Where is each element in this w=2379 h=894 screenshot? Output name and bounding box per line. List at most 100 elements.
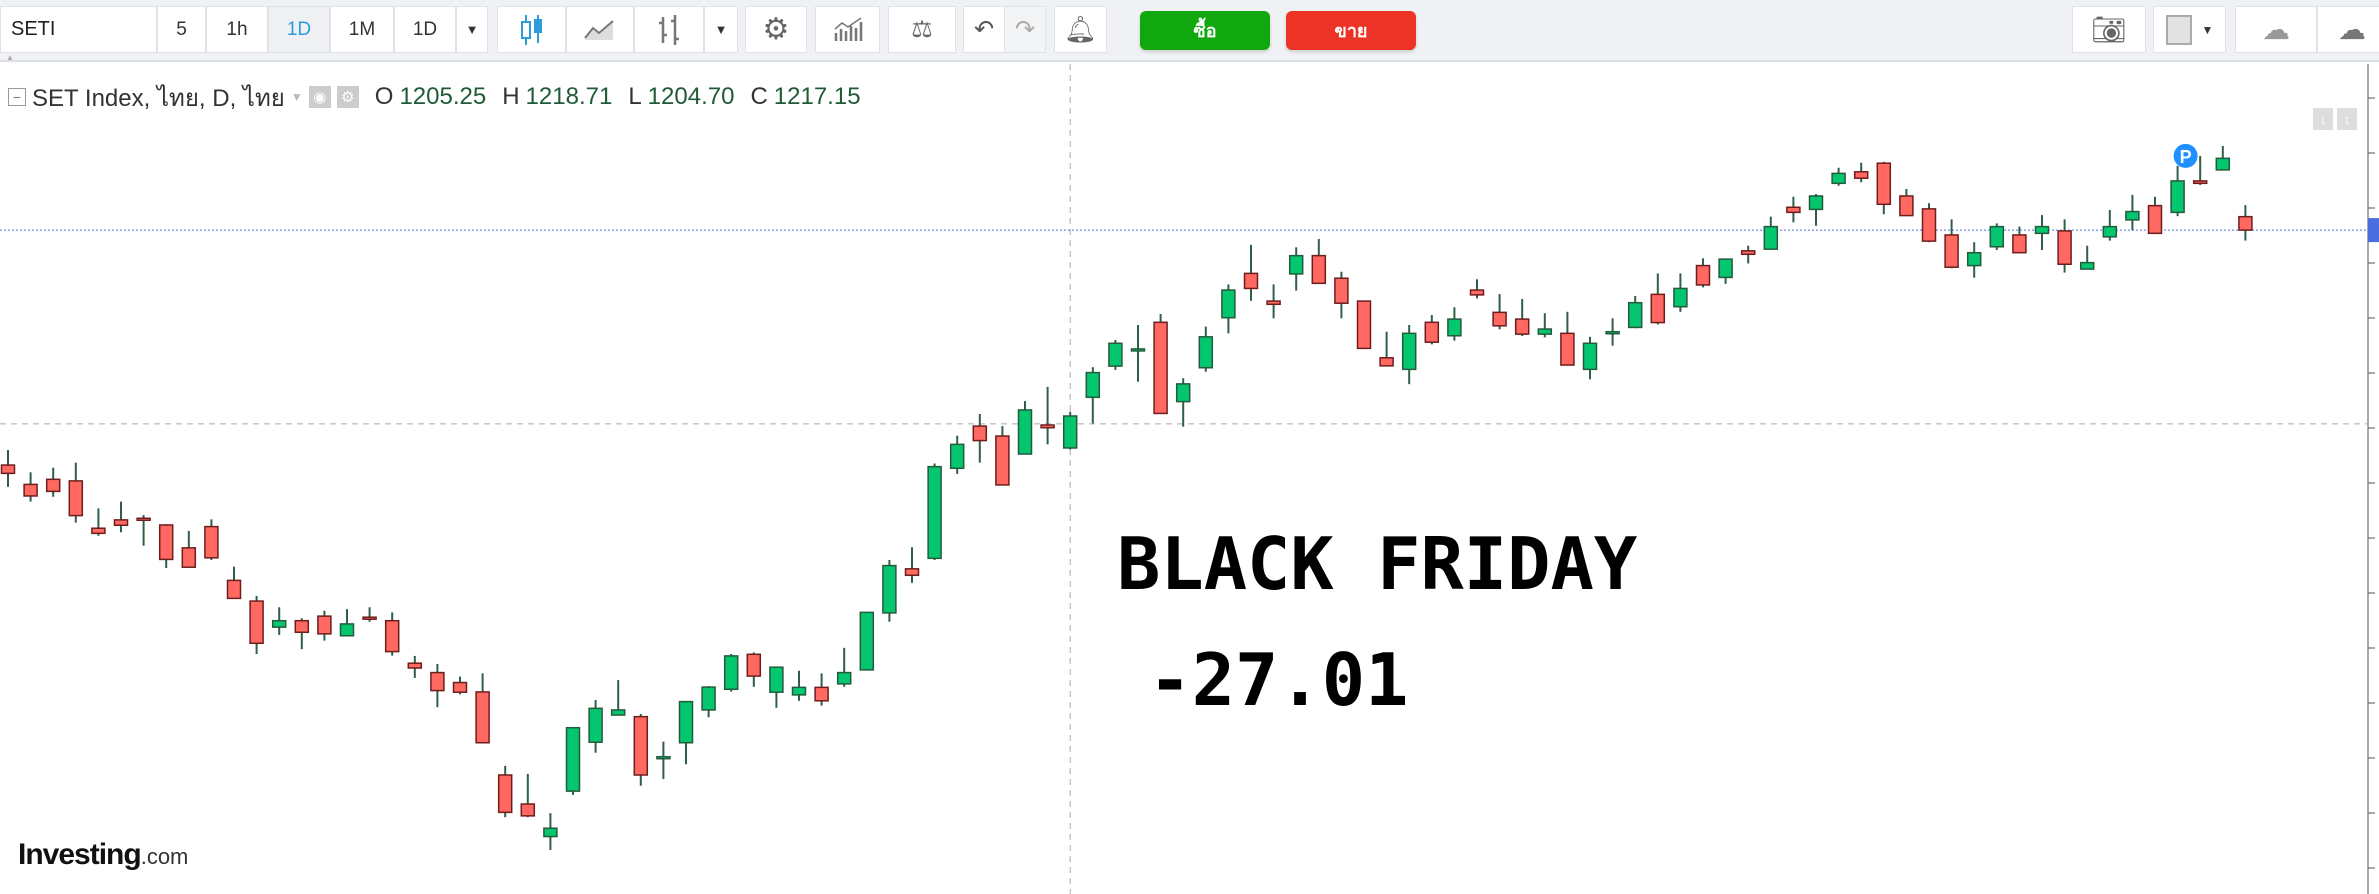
chart-legend: − SET Index, ไทย, D, ไทย ▼ ◉ ⚙ O 1205.25 … [8, 80, 861, 114]
gear-icon[interactable]: ⚙ [336, 86, 359, 108]
candle-down [1492, 311, 1507, 327]
candle-down [317, 615, 332, 635]
candle-up [949, 443, 965, 470]
candle-down [1266, 300, 1281, 306]
candle-up [1763, 225, 1779, 250]
candle-down [520, 803, 536, 817]
candle-down [23, 483, 38, 497]
candle-up [2102, 225, 2118, 238]
candle-up [1288, 254, 1304, 275]
indicators-button[interactable] [815, 6, 880, 53]
candle-down [204, 525, 219, 559]
add-alert-button[interactable]: 🔔︎ [1054, 6, 1107, 53]
undo-icon: ↶ [973, 16, 995, 43]
caret-down-icon[interactable]: ▼ [290, 90, 303, 104]
candle-down [1243, 272, 1259, 290]
candle-down [1356, 300, 1372, 350]
candle-up [2079, 261, 2095, 270]
candle-up [339, 623, 355, 637]
buy-button[interactable]: ซื้อ [1140, 11, 1270, 50]
candle-up [610, 709, 626, 716]
candle-up [927, 465, 942, 560]
candle-up [2125, 210, 2140, 221]
interval-1m[interactable]: 1M [330, 6, 394, 53]
interval-1h[interactable]: 1h [206, 6, 268, 53]
candle-up [1582, 342, 1598, 371]
redo-button[interactable]: ↷ [1004, 6, 1046, 53]
eye-icon[interactable]: ◉ [308, 86, 331, 108]
candle-up [1605, 330, 1620, 335]
high-value: 1218.71 [525, 83, 613, 110]
candle-down [633, 715, 649, 776]
candle-up [1966, 251, 1982, 267]
snapshot-button[interactable]: 📷︎ [2072, 6, 2146, 53]
candle-up [271, 619, 287, 628]
candle-up [565, 726, 581, 792]
compare-button[interactable]: ⚖ [888, 6, 956, 53]
caret-down-icon: ▼ [465, 22, 479, 37]
candle-down [1153, 321, 1168, 415]
symbol-input[interactable]: SETI [0, 6, 157, 53]
candle-down [68, 480, 84, 517]
caret-down-icon: ▼ [714, 22, 728, 37]
save-chart-button[interactable]: ☁ [2317, 6, 2379, 53]
candle-down [475, 691, 490, 744]
candle-down [1379, 357, 1394, 367]
layout-icon [2165, 14, 2192, 45]
layout-button[interactable]: ▼ [2153, 6, 2226, 53]
candle-up [701, 686, 716, 711]
collapse-legend-icon[interactable]: − [8, 88, 26, 106]
candle-down [1899, 195, 1914, 217]
high-label: H [502, 83, 520, 110]
candle-up [1017, 409, 1033, 455]
open-label: O [374, 83, 394, 110]
interval-dropdown[interactable]: ▼ [456, 6, 488, 53]
chart-type-area-button[interactable] [566, 6, 634, 53]
candle-up [588, 707, 603, 743]
interval-custom[interactable]: 1D [394, 6, 456, 53]
candle-down [249, 600, 264, 645]
chart-type-bars-button[interactable] [634, 6, 704, 53]
gear-icon: ⚙ [762, 13, 790, 46]
close-value: 1217.15 [773, 83, 861, 110]
candle-up [2034, 225, 2050, 235]
caret-down-icon: ▼ [2201, 22, 2214, 37]
bars-icon [659, 14, 679, 45]
candle-up [1673, 287, 1688, 308]
candle-down [814, 686, 829, 702]
settings-button[interactable]: ⚙ [745, 6, 807, 53]
sell-button[interactable]: ขาย [1286, 11, 1416, 50]
candle-up [791, 686, 807, 696]
load-chart-button[interactable]: ☁ [2235, 6, 2317, 53]
interval-5[interactable]: 5 [157, 6, 206, 53]
last-price-label [2368, 218, 2379, 243]
low-label: L [628, 83, 642, 110]
candle-down [2147, 204, 2163, 235]
chart-type-candles-button[interactable] [497, 6, 566, 53]
candle-up [1989, 225, 2005, 248]
candles-icon [520, 14, 542, 45]
candle-down [452, 681, 468, 693]
candle-up [1537, 328, 1553, 335]
candle-up [1718, 258, 1733, 279]
candle-down [746, 653, 762, 677]
candle-down [0, 464, 16, 475]
candle-up [543, 827, 558, 838]
candle-up [1627, 301, 1643, 329]
candle-down [384, 619, 400, 653]
interval-1d[interactable]: 1D [268, 6, 330, 53]
collapse-toolbar-handle[interactable]: ▲ [6, 53, 14, 62]
candle-up [882, 564, 897, 614]
candle-up [1062, 415, 1078, 449]
candle-down [136, 517, 151, 522]
arrows-vertical-icon[interactable]: ↕ [2337, 108, 2357, 130]
candle-down [91, 527, 106, 535]
cloud-download-icon: ☁ [2262, 14, 2290, 45]
scale-controls: ↓ ↕ [2313, 108, 2357, 130]
candle-down [1876, 162, 1892, 206]
candle-down [1040, 424, 1055, 429]
chart-type-dropdown[interactable]: ▼ [704, 6, 738, 53]
arrow-down-icon[interactable]: ↓ [2313, 108, 2333, 130]
candle-down [1921, 208, 1937, 242]
